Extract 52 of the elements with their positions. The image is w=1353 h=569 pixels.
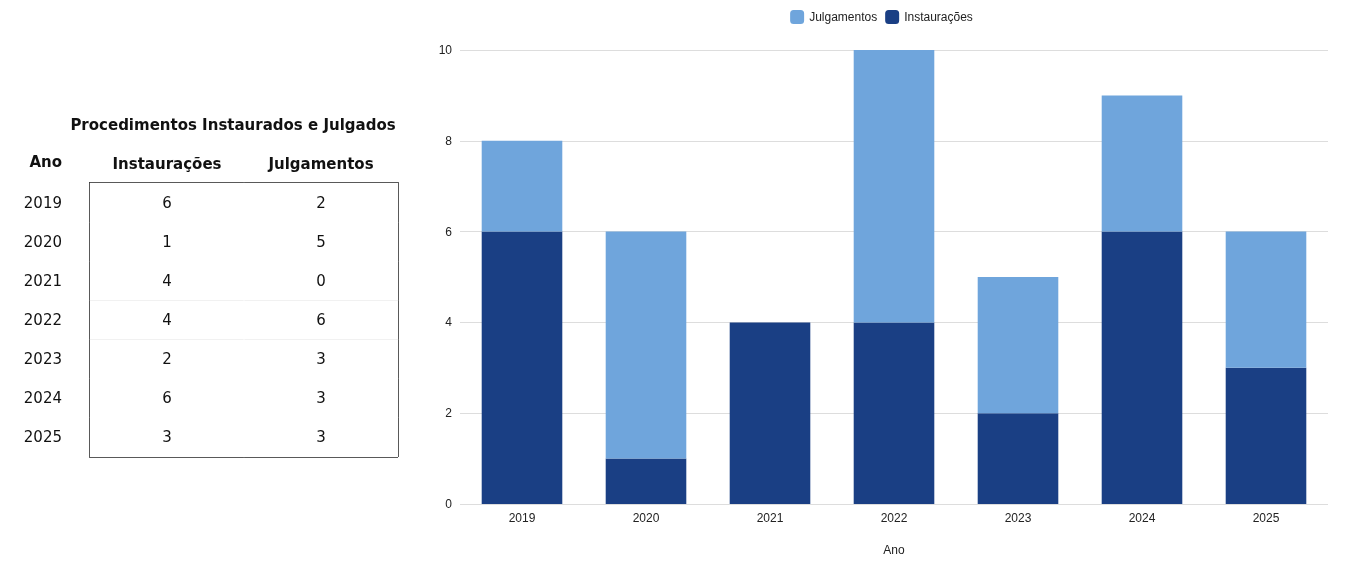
bar [481,231,563,504]
y-tick-label: 2024 [23,389,62,408]
data-label: 0 [316,271,326,290]
y-tick-label: 6 [445,224,453,239]
data-label: 3 [316,428,326,447]
legend-label: Instaurações [904,10,973,24]
y-tick-label: 10 [438,43,453,57]
x-tick-label: 2019 [508,511,536,525]
y-tick-label: 0 [445,497,453,511]
y-tick-label: 2019 [23,193,62,212]
data-label: 3 [316,350,326,369]
data-label: 4 [162,311,172,329]
x-tick-label: 2020 [632,511,660,525]
bar [1225,367,1307,504]
data-label: 6 [316,311,326,329]
y-tick-label: 8 [445,133,453,148]
data-label: 1 [162,232,172,251]
x-tick-label: 2021 [756,511,784,525]
data-label: 6 [162,389,172,408]
bar [1225,231,1307,368]
y-tick-label: 2 [445,406,453,421]
x-axis-title: Ano [883,543,905,557]
legend-label: Julgamentos [809,10,878,24]
y-tick-label: 2023 [23,350,62,369]
data-label: 4 [162,271,172,290]
y-tick-label: 2025 [23,428,62,447]
y-tick-label: 2020 [23,232,62,251]
bar [1101,231,1183,504]
chart-title: Procedimentos Instaurados e Julgados [70,115,396,134]
bar [605,231,687,459]
x-tick-label: 2022 [880,511,908,525]
bar [481,140,563,232]
x-tick-label: 2023 [1004,511,1032,525]
data-label: 3 [316,389,326,408]
data-label: 3 [162,428,172,447]
bar [605,458,687,504]
x-tick-label: 2024 [1128,511,1156,525]
y-tick-label: 2022 [23,311,62,329]
data-label: 2 [162,350,172,369]
y-axis-title: Ano [29,152,62,171]
bar [977,413,1059,504]
y-tick-label: 4 [445,315,453,330]
bar [853,322,935,504]
bar [1101,95,1183,232]
data-label: 5 [316,232,326,251]
x-tick-label: 2025 [1252,511,1280,525]
bar [977,277,1059,414]
data-label: 2 [316,193,326,212]
bar [853,50,935,323]
y-tick-label: 2021 [23,271,62,290]
data-label: 6 [162,193,172,212]
bar [729,322,811,504]
